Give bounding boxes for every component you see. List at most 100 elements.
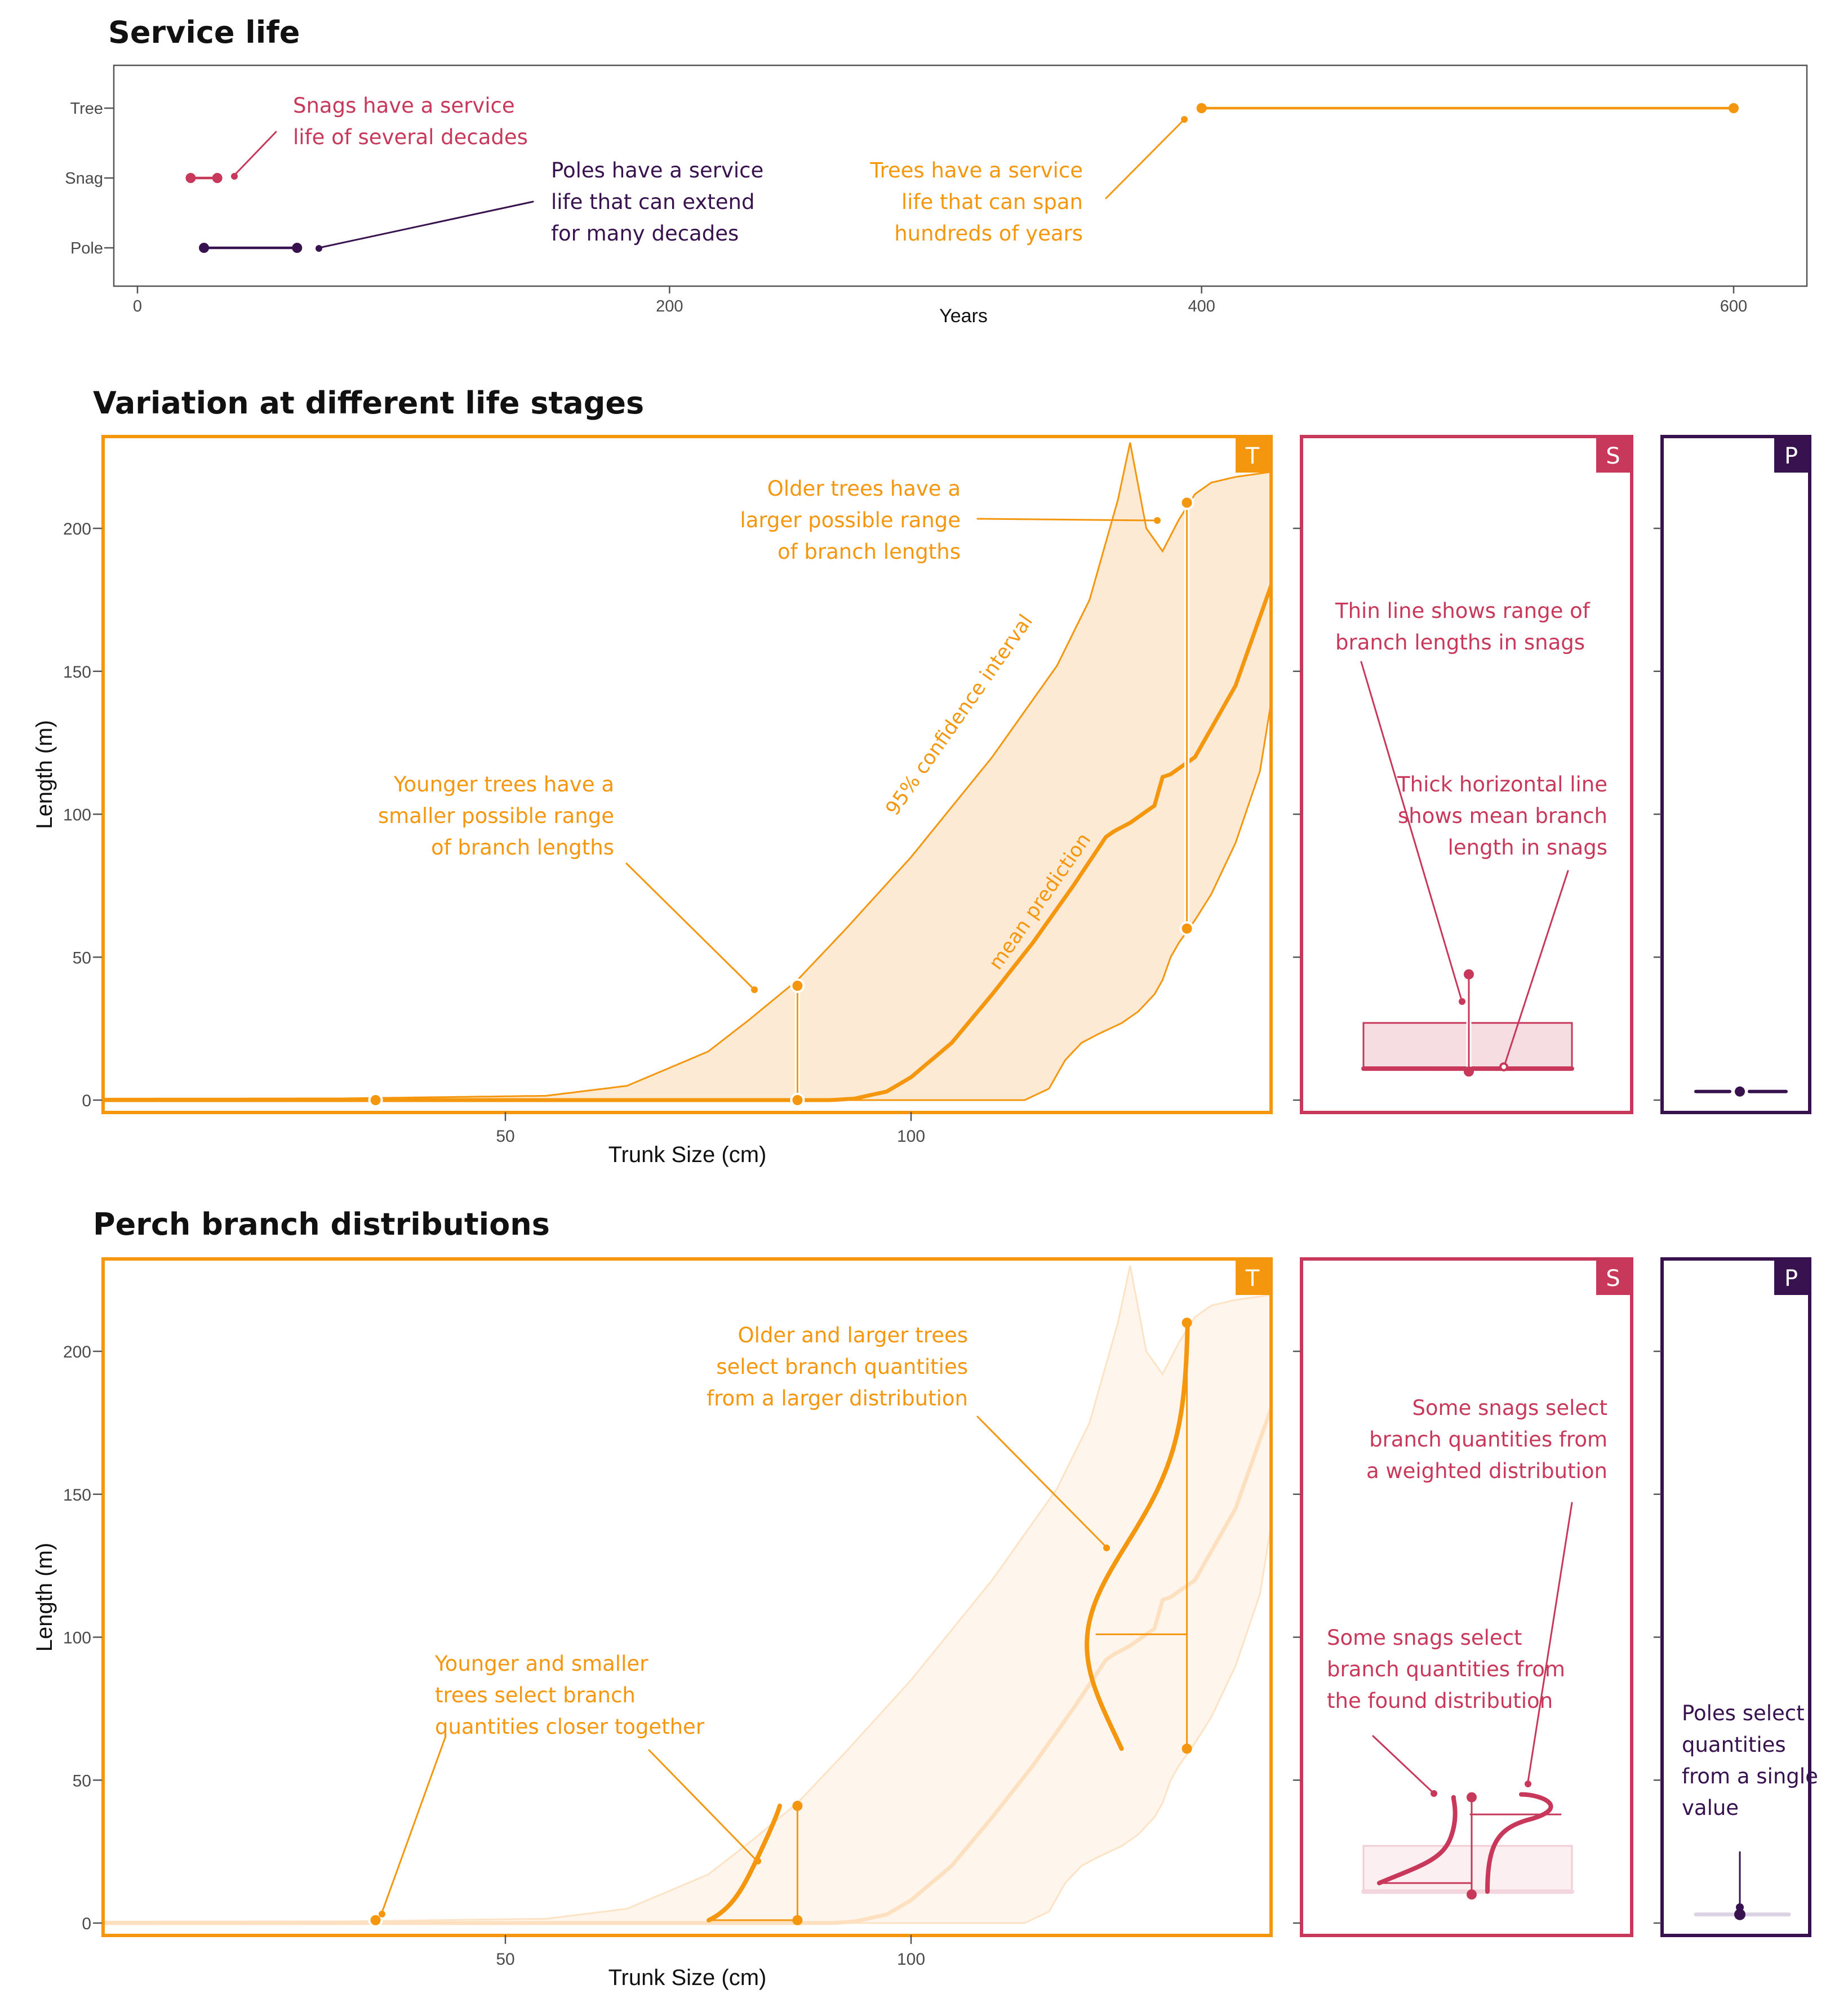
x-tick-label-400: 400 [1188, 297, 1215, 315]
variation-panel-badge-label-s: S [1606, 443, 1620, 469]
tree-start-point [1196, 103, 1207, 113]
variation-y-tick-label-150: 150 [63, 663, 91, 682]
snag-start-point [185, 173, 196, 183]
younger-trees-annotation-line-2: smaller possible range [378, 804, 614, 828]
x-axis-label: Years [939, 305, 988, 327]
distributions-snag-panel-frame [1300, 1257, 1633, 1937]
younger-smaller-trees-annotation-line-2: trees select branch [435, 1683, 636, 1707]
variation-x-tick-label-100: 100 [897, 1127, 925, 1146]
distributions-y-tick-label-50: 50 [73, 1772, 91, 1790]
snag-thick-line-leader-dot [1499, 1062, 1508, 1071]
pole-annotation-leader [318, 201, 534, 249]
variation-tree-panel-frame [101, 435, 1273, 1114]
variation-y-tick-label-50: 50 [73, 949, 91, 967]
pole-annotation-line-3: for many decades [551, 221, 739, 246]
tree-annotation-line-3: hundreds of years [894, 221, 1083, 246]
distributions-x-axis-label: Trunk Size (cm) [608, 1965, 767, 1990]
snag-distribution-low-point [1467, 1889, 1477, 1900]
pole-annotation-line-2: life that can extend [551, 190, 754, 214]
older-larger-trees-annotation-line-3: from a larger distribution [707, 1386, 968, 1410]
old-range-high-point [1179, 495, 1194, 510]
snag-thick-line-annotation-line-3: length in snags [1448, 835, 1607, 860]
distributions-panel-badge-label-p: P [1784, 1266, 1798, 1292]
variation-snag-panel-frame [1300, 435, 1633, 1114]
snag-range-low-point [1464, 1066, 1474, 1077]
snag-weighted-annotation-line-3: a weighted distribution [1366, 1459, 1607, 1483]
younger-smaller-trees-leader-dot [754, 1858, 761, 1864]
distributions-y-tick-label-0: 0 [82, 1915, 91, 1933]
pole-single-value-annotation-line-3: from a single [1682, 1764, 1818, 1788]
variation-y-axis-label: Length (m) [32, 720, 57, 829]
older-trees-leader [976, 518, 1157, 522]
distributions-y-axis-label: Length (m) [32, 1543, 57, 1652]
old-distribution-curve [1085, 1320, 1190, 1751]
pole-annotation-line-1: Poles have a service [551, 158, 763, 183]
variation-panel-badge-label-t: T [1245, 443, 1260, 469]
younger-smaller-trees-annotation-line-1: Younger and smaller [434, 1652, 648, 1676]
snag-found-annotation-line-1: Some snags select [1327, 1626, 1522, 1650]
snag-thick-line-leader [1503, 870, 1569, 1067]
older-larger-trees-leader [976, 1416, 1107, 1547]
young-distribution-low-point [792, 1915, 803, 1925]
young-point-leader [381, 1737, 446, 1913]
variation-panel-badge-p [1774, 437, 1808, 473]
distributions-x-tick-label-100: 100 [897, 1950, 925, 1969]
distributions-panel-badge-label-t: T [1245, 1266, 1260, 1292]
distributions-pole-panel-frame [1660, 1257, 1811, 1937]
snag-thin-line-annotation-line-1: Thin line shows range of [1335, 599, 1591, 623]
variation-panel-badge-label-p: P [1784, 443, 1798, 469]
snag-thin-line-leader [1360, 661, 1463, 1001]
older-larger-trees-annotation-line-1: Older and larger trees [738, 1323, 968, 1347]
distributions-panel-badge-p [1774, 1259, 1808, 1295]
tree-annotation-leader [1105, 119, 1184, 199]
distributions-x-tick-label-50: 50 [496, 1950, 514, 1969]
younger-trees-annotation-line-3: of branch lengths [431, 835, 614, 860]
snag-found-leader [1372, 1735, 1434, 1794]
snag-annotation-line-1: Snags have a service [293, 94, 515, 118]
snag-thick-line-annotation-line-1: Thick horizontal line [1397, 772, 1607, 796]
older-trees-annotation-line-2: larger possible range [740, 508, 961, 532]
mean-prediction-line [105, 584, 1269, 1102]
pole-annotation-dot [316, 245, 322, 252]
faded-snag-band [1362, 1845, 1573, 1893]
young-tree-marker [368, 1093, 383, 1107]
snag-found-annotation-line-2: branch quantities from [1327, 1657, 1565, 1681]
y-tick-label-tree: Tree [70, 100, 103, 118]
snag-found-distribution-curve [1377, 1795, 1458, 1885]
snag-thin-line-leader-dot [1459, 998, 1465, 1005]
old-distribution-low-point [1181, 1743, 1192, 1754]
distributions-panel-badge-t [1236, 1259, 1269, 1295]
tree-annotation-dot [1181, 116, 1188, 123]
x-tick-label-600: 600 [1720, 297, 1747, 315]
y-tick-label-snag: Snag [65, 170, 103, 188]
snag-annotation-leader [233, 131, 277, 176]
snag-weighted-leader-dot [1525, 1781, 1531, 1787]
variation-x-tick-label-50: 50 [496, 1127, 514, 1146]
snag-distribution-high-point [1467, 1792, 1477, 1803]
variation-panel-badge-s [1596, 437, 1630, 473]
old-range-low-point [1179, 921, 1194, 936]
pole-single-value-annotation-line-1: Poles select [1682, 1701, 1805, 1725]
variation-y-tick-label-100: 100 [63, 806, 91, 825]
snag-annotation-dot [231, 173, 238, 180]
distributions-tree-panel-frame [101, 1257, 1273, 1937]
variation-pole-panel-frame [1660, 435, 1811, 1114]
variation-title: Variation at different life stages [93, 385, 644, 421]
distributions-title: Perch branch distributions [93, 1207, 550, 1242]
tree-end-point [1729, 103, 1739, 113]
young-point-leader-dot [379, 1911, 385, 1917]
variation-x-axis-label: Trunk Size (cm) [608, 1142, 767, 1167]
young-range-low-point [790, 1093, 805, 1107]
younger-trees-leader-dot [751, 986, 758, 993]
x-tick-label-200: 200 [656, 297, 683, 315]
service-life-panel [113, 64, 1808, 287]
x-tick-label-0: 0 [133, 297, 142, 315]
service-life-title: Service life [108, 15, 300, 50]
confidence-band [105, 442, 1269, 1100]
older-trees-annotation-line-1: Older trees have a [767, 477, 961, 501]
young-tree-point [368, 1912, 383, 1928]
old-distribution-high-point [1181, 1318, 1192, 1328]
older-trees-leader-dot [1154, 517, 1161, 524]
older-larger-trees-leader-dot [1103, 1545, 1110, 1551]
